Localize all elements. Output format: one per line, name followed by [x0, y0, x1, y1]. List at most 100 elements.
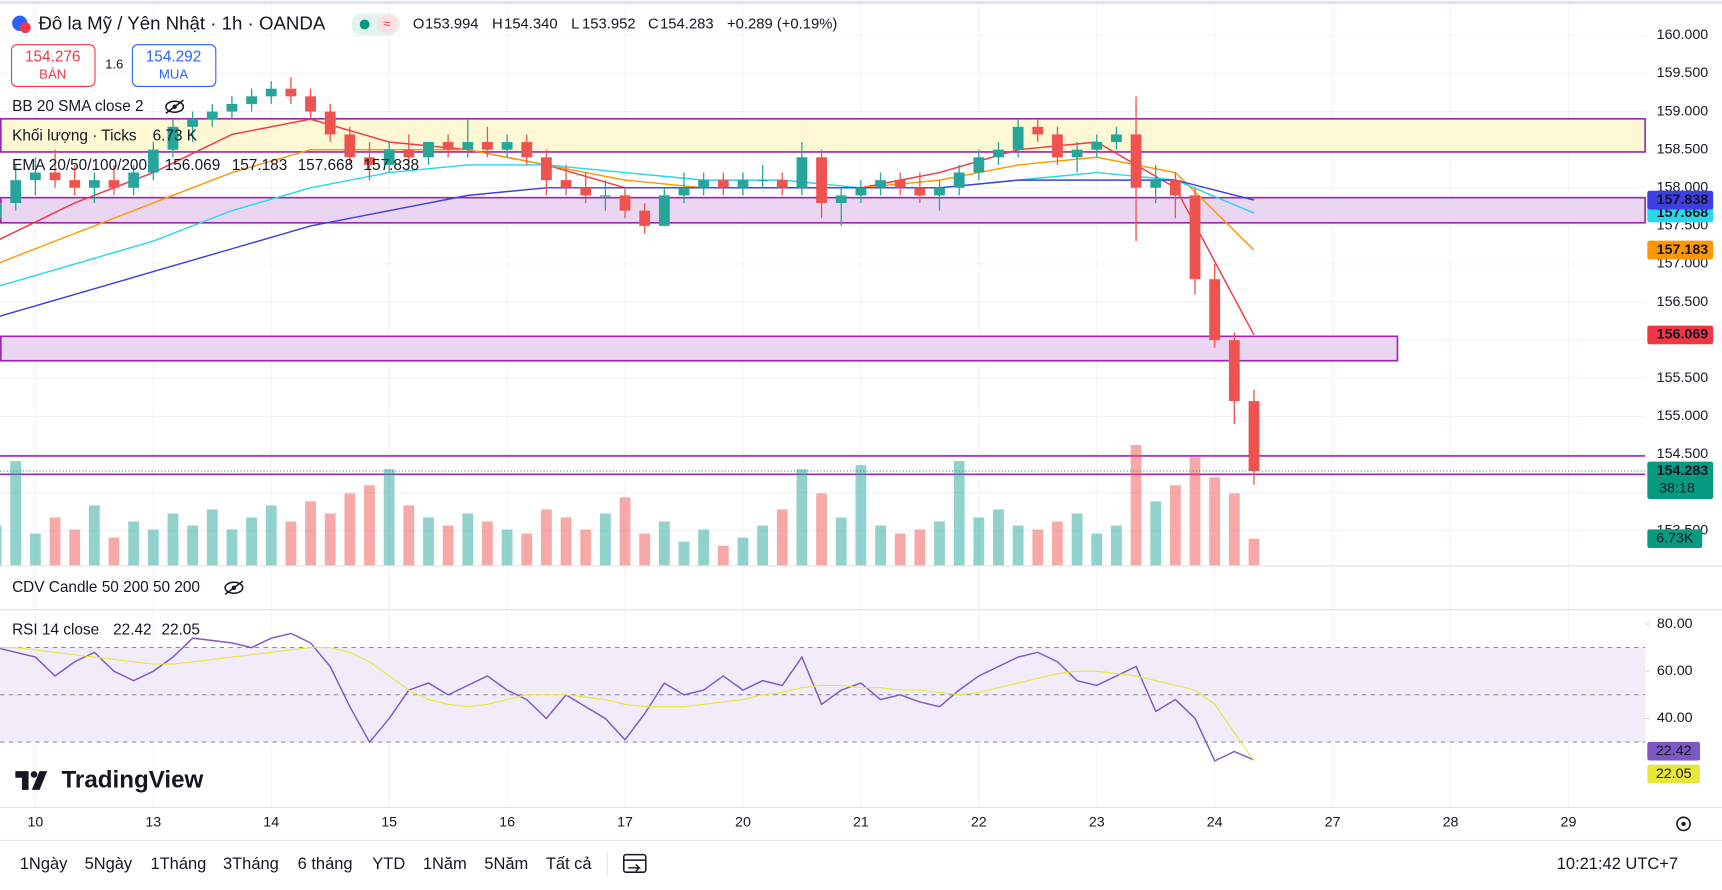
rsi-line [0, 632, 1255, 762]
ohlc-value: 154.340 [504, 16, 558, 32]
indicator-legend[interactable]: CDV Candle 50 200 50 200 [12, 579, 200, 596]
volume-bar [953, 461, 965, 566]
symbol-icon [19, 22, 31, 34]
candle-body [285, 88, 297, 97]
indicator-legend[interactable]: BB 20 SMA close 2 [12, 98, 143, 115]
candle-body [403, 149, 415, 158]
candle-body [599, 195, 611, 197]
volume-bar [1169, 485, 1181, 566]
volume-bar [305, 501, 316, 566]
buy-label: MUA [159, 66, 188, 81]
volume-bar [226, 529, 238, 566]
candle-body [855, 187, 867, 196]
x-tick-label: 10 [27, 815, 43, 831]
candle-body [423, 142, 434, 158]
indicator-legend[interactable]: EMA 20/50/100/200 [12, 157, 147, 174]
range-button[interactable]: 5Năm [484, 855, 528, 873]
range-button[interactable]: 5Ngày [85, 855, 133, 873]
volume-bar [934, 521, 945, 566]
range-button[interactable]: 1Ngày [20, 855, 68, 873]
hidden-icon[interactable] [224, 580, 244, 595]
volume-bar [776, 509, 788, 566]
indicator-legend[interactable]: Khối lượng · Ticks [12, 127, 137, 144]
candle-body [658, 195, 670, 226]
price-badge [1647, 325, 1714, 345]
sell-button[interactable] [10, 44, 96, 87]
candle-body [973, 157, 985, 173]
x-tick-label: 13 [145, 815, 161, 831]
volume-bar [88, 505, 100, 566]
volume-bar [1110, 525, 1122, 566]
candle-body [619, 195, 631, 211]
volume-bar [894, 533, 906, 566]
range-button[interactable]: 1Năm [423, 855, 467, 873]
rsi-badge [1647, 764, 1701, 784]
y-tick-label: 156.500 [1657, 294, 1709, 310]
candle-body [482, 142, 493, 150]
indicator-value: 157.183 [232, 157, 288, 174]
price-badge-label: 157.838 [1657, 192, 1709, 208]
y-tick-label: 157.000 [1657, 256, 1709, 272]
candle-body [835, 195, 847, 204]
volume-bar [757, 525, 769, 566]
ohlc-value: 153.952 [582, 16, 636, 32]
rsi-badge-label: 22.42 [1656, 743, 1692, 759]
candle-body [1071, 149, 1083, 158]
x-tick-label: 28 [1443, 815, 1459, 831]
volume-bar [1052, 521, 1063, 566]
indicator-legend[interactable]: RSI 14 close [12, 622, 99, 639]
range-button[interactable]: 3Tháng [223, 855, 279, 873]
range-button[interactable]: YTD [372, 855, 405, 873]
symbol-title: Đô la Mỹ / Yên Nhật · 1h · OANDA [38, 12, 325, 33]
volume-bar [482, 521, 493, 566]
candle-body [364, 157, 375, 165]
candle-body [49, 172, 61, 181]
ohlc-key: C [648, 16, 659, 32]
candle-body [305, 96, 316, 112]
candle-body [737, 180, 749, 188]
x-tick-label: 29 [1561, 815, 1577, 831]
volume-bar [914, 529, 926, 566]
volume-bar [816, 493, 827, 566]
range-button[interactable]: Tất cả [546, 855, 593, 873]
logo-text: TradingView [62, 766, 204, 793]
candle-body [541, 157, 552, 181]
volume-badge [1647, 529, 1703, 549]
candle-body [10, 180, 22, 204]
candle-body [0, 203, 2, 219]
buy-button[interactable] [131, 44, 217, 87]
candle-body [1012, 126, 1024, 150]
spread: 1.6 [105, 57, 123, 72]
volume-bar [580, 529, 592, 566]
candle-body [1091, 142, 1103, 150]
range-button[interactable]: 1Tháng [150, 855, 206, 873]
hidden-icon[interactable] [165, 99, 185, 114]
volume-bar [855, 465, 867, 566]
candle-body [580, 187, 592, 196]
candle-body [462, 142, 474, 150]
volume-bar [0, 525, 2, 566]
volume-bar [206, 509, 218, 566]
y-tick-label: 160.000 [1657, 27, 1709, 43]
volume-bar [442, 525, 454, 566]
price-badge [1647, 461, 1714, 500]
sell-label: BÁN [39, 66, 66, 81]
candle-body [698, 180, 710, 188]
candle-body [678, 187, 690, 196]
settings-icon[interactable] [1676, 816, 1691, 832]
date-range-icon[interactable] [623, 853, 647, 873]
x-tick-label: 24 [1207, 815, 1223, 831]
logo-mark [15, 771, 48, 790]
candle-body [934, 187, 945, 196]
candle-body [246, 96, 257, 104]
volume-bar [658, 521, 670, 566]
clock[interactable]: 10:21:42 UTC+7 [1557, 855, 1678, 873]
volume-bar [344, 493, 356, 566]
candle-body [226, 103, 238, 112]
volume-bar [383, 469, 395, 566]
candle-body [1209, 279, 1221, 341]
volume-bar [501, 529, 513, 566]
volume-bar [717, 545, 729, 566]
range-button[interactable]: 6 tháng [298, 855, 353, 873]
candle-body [147, 149, 159, 173]
